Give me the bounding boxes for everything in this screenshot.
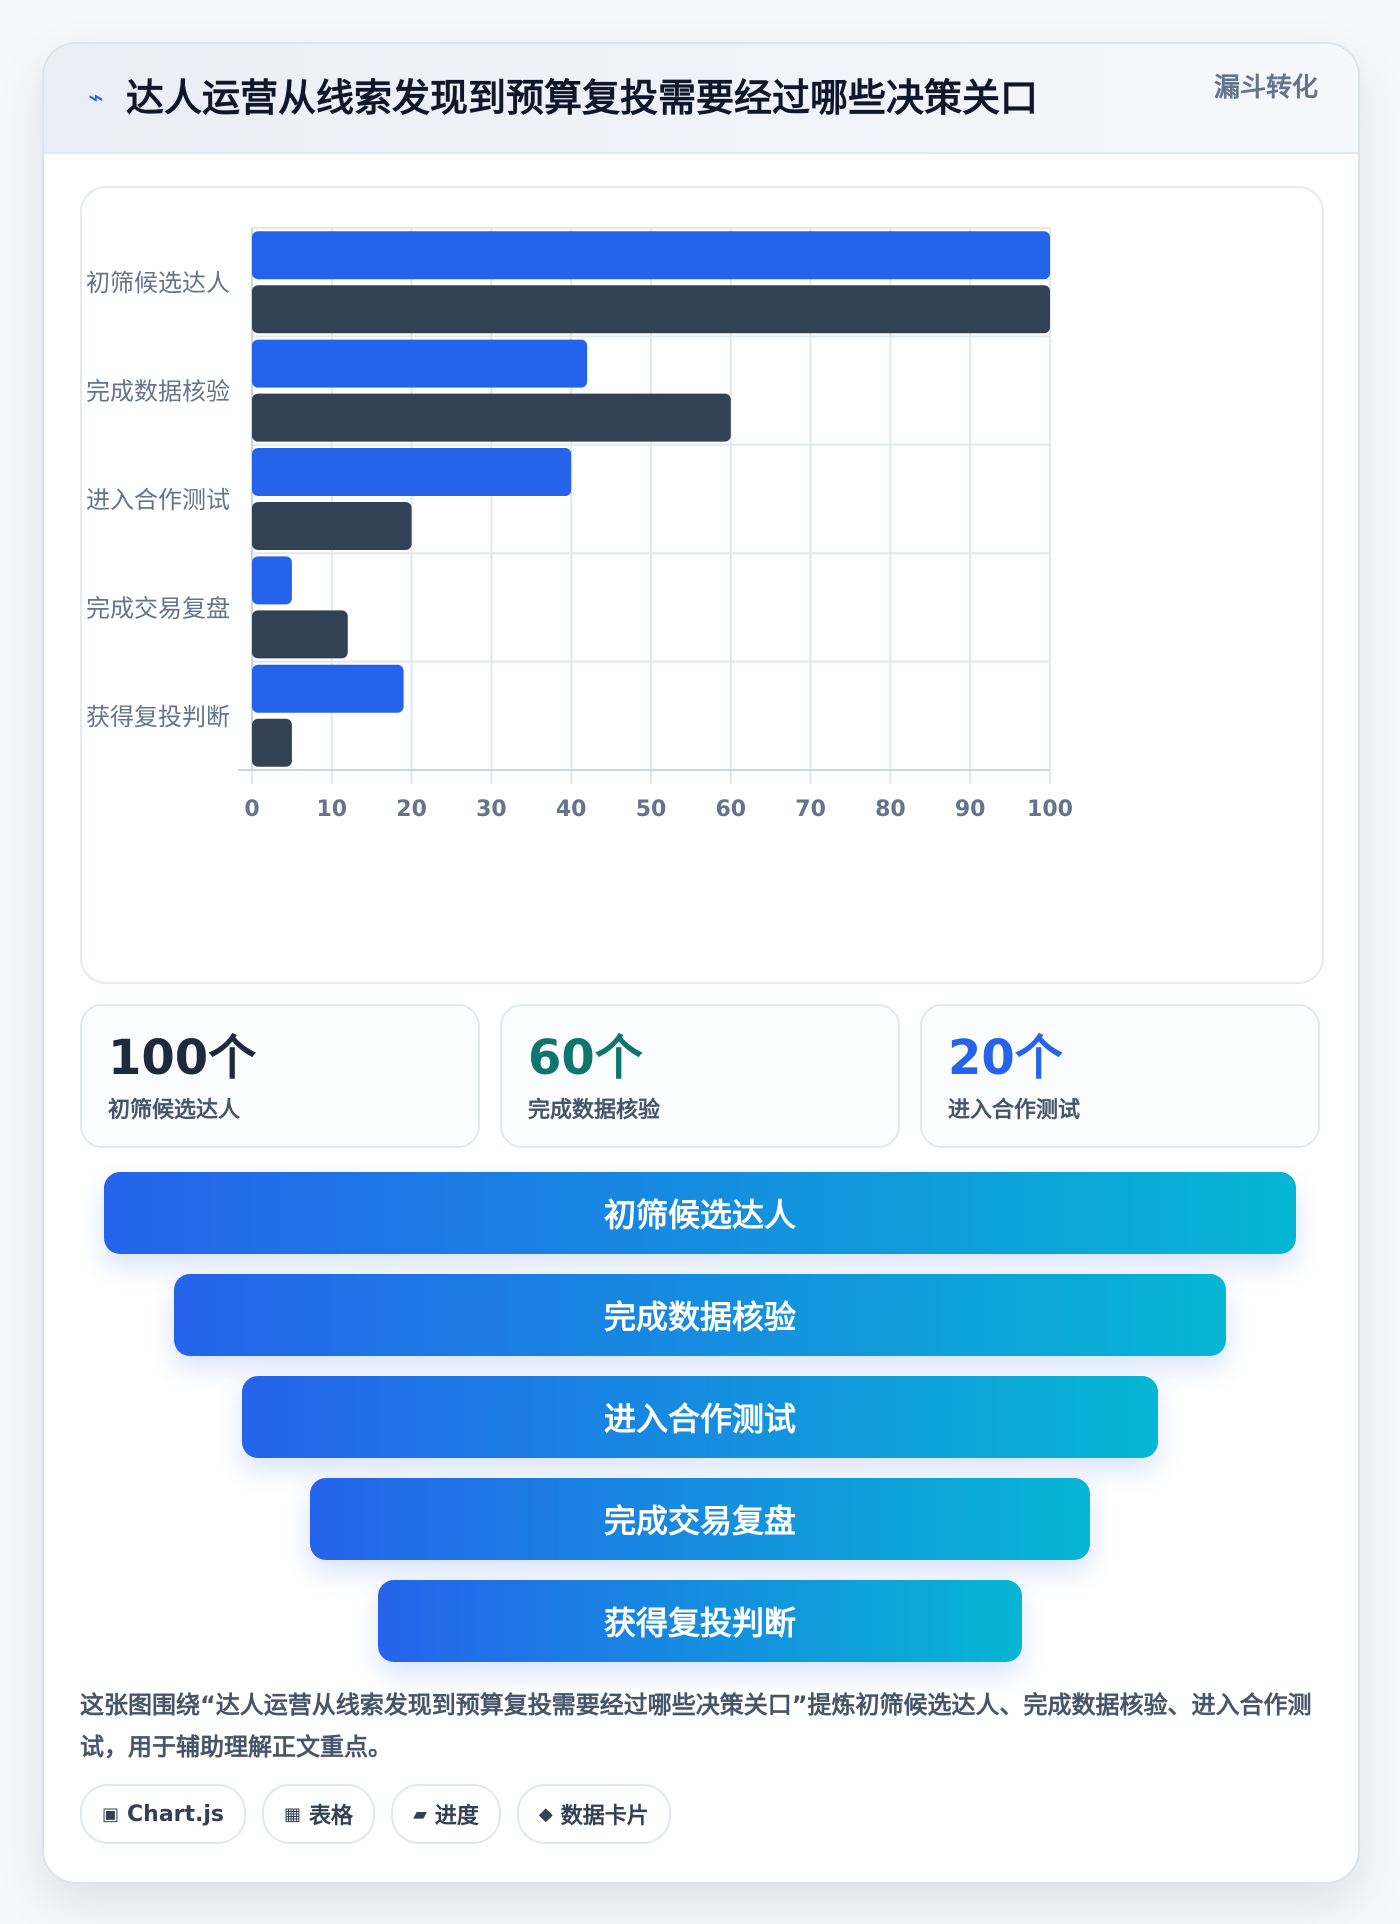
progress-icon: ▰ [413,1803,427,1825]
stat-card-2: 60个 完成数据核验 [500,1004,900,1148]
bar-2-4 [252,610,348,659]
bar-1-3 [252,448,572,496]
x-tick-label: 70 [795,797,826,822]
chip-table[interactable]: ▦ 表格 [262,1784,376,1844]
chip-label: 表格 [309,1804,354,1829]
bar-2-1 [252,285,1050,334]
bar-chart: 初筛候选达人 完成数据核验 进入合作测试 完成交易复盘 获得复投判断 0 10 20 30 40 5… [80,186,1324,984]
stat-label: 初筛候选达人 [108,1098,241,1123]
stat-value: 60个 [528,1030,643,1086]
diamond-icon: ◆ [538,1803,553,1825]
bar-2-3 [252,502,412,550]
chip-chartjs[interactable]: ▣ Chart.js [80,1784,247,1844]
funnel-stage-1: 初筛候选达人 [104,1172,1296,1254]
x-tick-label: 50 [636,797,667,822]
y-tick-label: 完成数据核验 [86,378,230,406]
y-tick-label: 进入合作测试 [86,486,230,514]
stat-label: 完成数据核验 [528,1098,661,1123]
tech-chips: ▣ Chart.js ▦ 表格 ▰ 进度 ◆ 数据卡片 [80,1784,671,1844]
x-tick-label: 40 [556,797,587,822]
chip-label: Chart.js [127,1801,225,1827]
stat-label: 进入合作测试 [948,1098,1081,1123]
bar-2-2 [252,393,731,442]
chip-progress[interactable]: ▰ 进度 [391,1784,501,1844]
y-tick-label: 初筛候选达人 [86,269,230,297]
x-tick-label: 20 [396,797,427,822]
stat-value: 100个 [108,1030,257,1086]
chip-label: 进度 [434,1804,479,1829]
funnel-stage-2: 完成数据核验 [174,1274,1226,1356]
bar-2-5 [252,718,292,767]
funnel-stage-3: 进入合作测试 [242,1376,1158,1458]
chart-icon: ▣ [102,1803,120,1825]
x-tick-label: 10 [316,797,347,822]
table-icon: ▦ [284,1803,302,1825]
stat-card-1: 100个 初筛候选达人 [80,1004,480,1148]
x-tick-label: 30 [476,797,507,822]
bar-1-1 [252,231,1050,280]
category-tag: 漏斗转化 [1213,73,1318,103]
y-tick-label: 获得复投判断 [86,703,230,731]
bar-1-5 [252,664,404,713]
y-tick-label: 完成交易复盘 [86,594,230,622]
funnel-stage-5: 获得复投判断 [378,1580,1022,1662]
bar-1-2 [252,339,588,388]
x-tick-label: 100 [1027,797,1073,822]
bar-1-4 [252,556,292,605]
chip-data-card[interactable]: ◆ 数据卡片 [516,1784,671,1844]
stat-card-3: 20个 进入合作测试 [920,1004,1320,1148]
x-tick-label: 80 [875,797,906,822]
lightning-icon: ⌁ [88,83,104,113]
x-tick-label: 60 [715,797,746,822]
stat-value: 20个 [948,1030,1063,1086]
card-header: ⌁ 达人运营从线索发现到预算复投需要经过哪些决策关口 漏斗转化 [44,44,1358,154]
x-tick-label: 0 [244,797,259,822]
main-card: ⌁ 达人运营从线索发现到预算复投需要经过哪些决策关口 漏斗转化 初筛候选达人 完成… [42,42,1360,1884]
x-tick-label: 90 [955,797,986,822]
funnel-stage-4: 完成交易复盘 [310,1478,1090,1560]
page-title: 达人运营从线索发现到预算复投需要经过哪些决策关口 [126,76,1039,120]
chart-description: 这张图围绕“达人运营从线索发现到预算复投需要经过哪些决策关口”提炼初筛候选达人、… [80,1691,1312,1761]
chip-label: 数据卡片 [560,1804,649,1829]
